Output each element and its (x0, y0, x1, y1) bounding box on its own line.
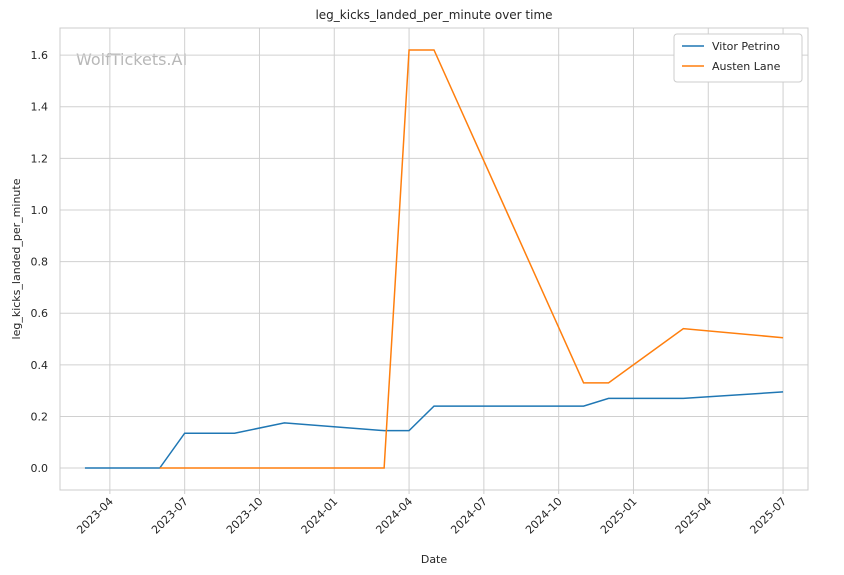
y-tick-label: 1.6 (31, 49, 49, 62)
y-tick-label: 0.4 (31, 359, 49, 372)
y-tick-label: 1.2 (31, 152, 49, 165)
y-tick-label: 0.8 (31, 256, 49, 269)
watermark: WolfTickets.AI (76, 50, 187, 69)
legend-box (673, 33, 803, 83)
x-tick-label: 2023-07 (149, 495, 191, 537)
y-tick-label: 1.4 (31, 101, 49, 114)
x-tick-label: 2025-07 (747, 495, 789, 537)
y-axis-label: leg_kicks_landed_per_minute (10, 178, 23, 339)
y-tick-label: 0.2 (31, 410, 49, 423)
y-tick-label: 1.0 (31, 204, 49, 217)
chart-title: leg_kicks_landed_per_minute over time (315, 8, 552, 22)
x-tick-label: 2024-07 (448, 495, 490, 537)
legend-label: Vitor Petrino (712, 40, 780, 53)
x-axis-label: Date (421, 553, 448, 566)
line (159, 49, 784, 469)
y-tick-label: 0.0 (31, 462, 49, 475)
line (84, 391, 784, 469)
x-tick-label: 2025-04 (673, 495, 715, 537)
y-tick-label: 0.6 (31, 307, 49, 320)
x-tick-label: 2025-01 (598, 495, 640, 537)
plot-frame (59, 27, 809, 491)
x-tick-label: 2024-04 (373, 495, 415, 537)
x-tick-label: 2023-10 (224, 495, 266, 537)
x-tick-label: 2024-01 (299, 495, 341, 537)
x-tick-label: 2024-10 (523, 495, 565, 537)
x-tick-label: 2023-04 (74, 495, 116, 537)
legend-label: Austen Lane (712, 60, 781, 73)
